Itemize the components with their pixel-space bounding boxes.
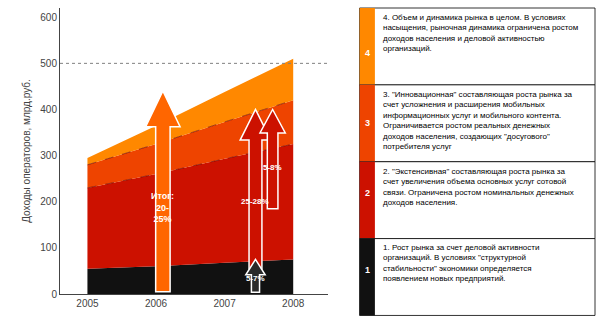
svg-text:Итог:20-25%: Итог:20-25% (151, 191, 174, 224)
svg-text:2006: 2006 (145, 298, 168, 309)
svg-text:3. "Инновационная" составляюща: 3. "Инновационная" составляющая роста ры… (383, 90, 573, 151)
svg-text:5-7%: 5-7% (246, 274, 265, 283)
svg-text:4: 4 (365, 48, 370, 58)
svg-text:0: 0 (51, 289, 57, 300)
svg-text:1. Рост рынка за счет деловой: 1. Рост рынка за счет деловой активности… (383, 243, 539, 283)
svg-text:2005: 2005 (76, 298, 99, 309)
svg-text:600: 600 (40, 12, 57, 23)
svg-text:2008: 2008 (282, 298, 305, 309)
svg-text:25-28%: 25-28% (241, 197, 269, 206)
svg-text:3: 3 (365, 118, 370, 128)
svg-text:2: 2 (365, 188, 370, 198)
svg-text:2007: 2007 (213, 298, 236, 309)
svg-text:1: 1 (365, 265, 370, 275)
svg-text:300: 300 (40, 150, 57, 161)
svg-text:100: 100 (40, 242, 57, 253)
svg-text:Доходы операторов, млрд.руб.: Доходы операторов, млрд.руб. (21, 79, 32, 223)
svg-text:5-8%: 5-8% (263, 163, 282, 172)
svg-text:400: 400 (40, 104, 57, 115)
svg-text:4. Объем и динамика рынка в це: 4. Объем и динамика рынка в целом. В усл… (383, 13, 578, 53)
svg-text:2. "Экстенсивная" составляющая: 2. "Экстенсивная" составляющая роста рын… (383, 167, 574, 207)
svg-text:200: 200 (40, 196, 57, 207)
svg-text:500: 500 (40, 58, 57, 69)
